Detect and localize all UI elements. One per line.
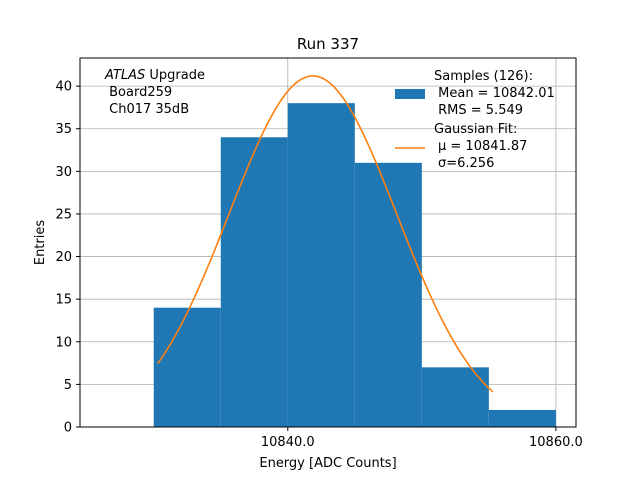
histogram-bar-1 xyxy=(220,137,288,428)
legend-samples-rms: RMS = 5.549 xyxy=(434,103,523,118)
histogram-bar-3 xyxy=(354,162,422,427)
histogram-bar-5 xyxy=(488,409,556,427)
y-axis-label: Entries xyxy=(33,220,48,266)
legend-samples-header: Samples (126): xyxy=(434,69,533,84)
annotation-upgrade: Upgrade xyxy=(145,68,205,83)
y-tick-label-8: 40 xyxy=(55,80,72,95)
y-tick-label-5: 25 xyxy=(55,207,72,222)
legend-samples-mean: Mean = 10842.01 xyxy=(434,86,555,101)
y-tick-label-1: 5 xyxy=(64,378,72,393)
y-tick-label-0: 0 xyxy=(64,421,72,436)
y-tick-label-3: 15 xyxy=(55,293,72,308)
annotation-atlas-italic: ATLAS xyxy=(104,68,145,83)
y-tick-label-2: 10 xyxy=(55,335,72,350)
axis-ticks: 0 5 10 15 20 25 30 35 40 10840.0 10860.0 xyxy=(55,80,582,450)
histogram-bar-2 xyxy=(287,103,355,427)
annotation-line-channel: Ch017 35dB xyxy=(105,102,189,117)
legend-fit-header: Gaussian Fit: xyxy=(434,122,517,137)
legend: Samples (126): Mean = 10842.01 RMS = 5.5… xyxy=(395,69,555,171)
x-tick-label-0: 10840.0 xyxy=(261,435,315,450)
legend-fit-mu: μ = 10841.87 xyxy=(438,139,527,154)
annotation-line-atlas-upgrade: ATLAS Upgrade xyxy=(104,68,205,83)
y-tick-label-6: 30 xyxy=(55,165,72,180)
x-tick-label-1: 10860.0 xyxy=(529,435,583,450)
histogram-bar-0 xyxy=(153,307,221,427)
histogram-bars xyxy=(153,103,556,428)
y-tick-label-4: 20 xyxy=(55,250,72,265)
annotation-line-board: Board259 xyxy=(105,85,172,100)
chart-title: Run 337 xyxy=(297,35,359,53)
atlas-annotation: ATLAS Upgrade Board259 Ch017 35dB xyxy=(104,68,205,117)
y-tick-label-7: 35 xyxy=(55,122,72,137)
gaussian-fit-curve xyxy=(157,75,494,393)
fit-curve-path xyxy=(157,75,494,393)
x-axis-label: Energy [ADC Counts] xyxy=(259,456,396,471)
legend-samples-patch xyxy=(395,89,425,99)
legend-fit-sigma: σ=6.256 xyxy=(438,156,494,171)
plot-frame xyxy=(79,57,577,428)
